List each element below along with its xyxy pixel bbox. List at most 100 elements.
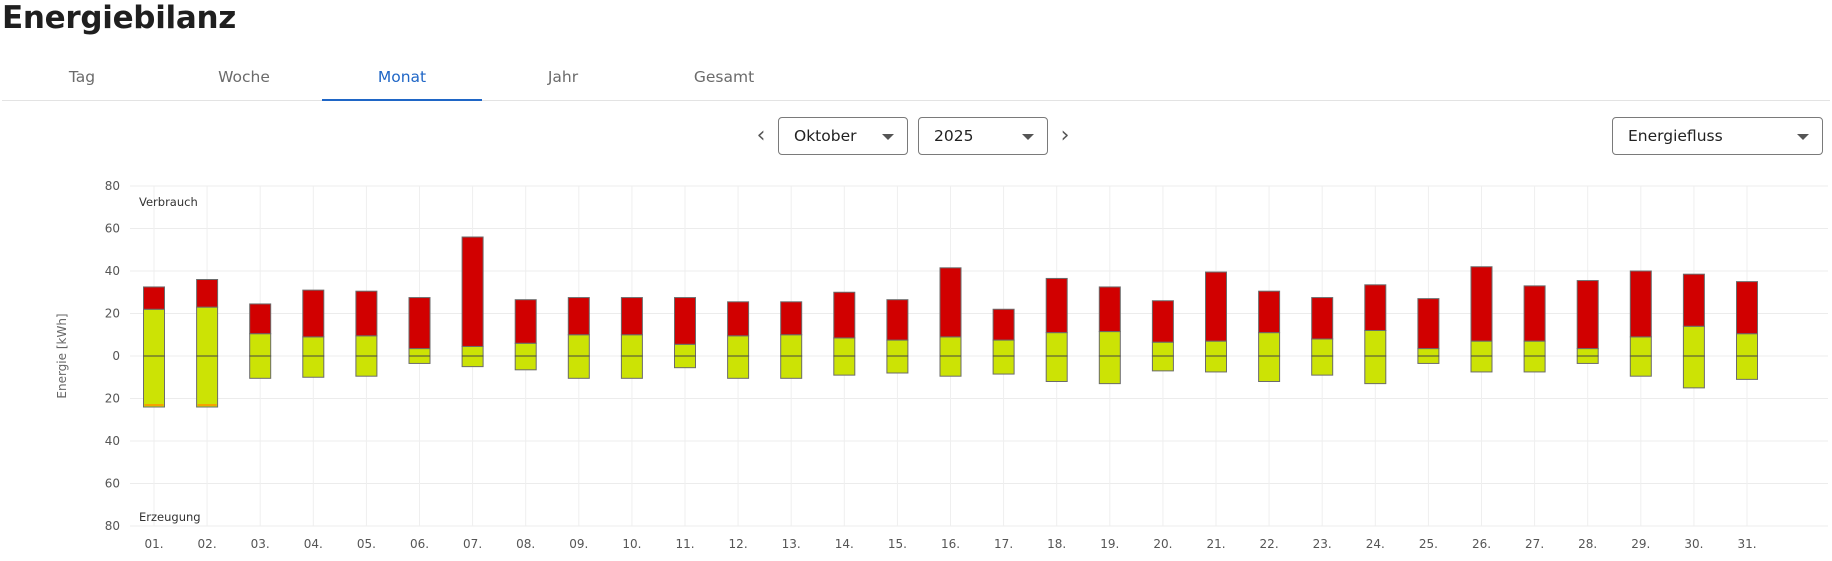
grid-consumption-bar <box>1576 280 1599 350</box>
generation-bar <box>1417 355 1440 364</box>
direct-consumption-bar <box>567 334 590 357</box>
generation-bar <box>143 355 165 408</box>
x-tick-label: 15. <box>888 537 907 551</box>
grid-consumption-bar <box>992 308 1015 341</box>
grid-consumption-bar <box>1258 290 1281 334</box>
direct-consumption-bar <box>1629 336 1652 357</box>
direct-consumption-bar <box>727 335 750 357</box>
direct-consumption-bar <box>1682 325 1705 357</box>
generation-bar <box>408 355 431 364</box>
x-tick-label: 14. <box>835 537 854 551</box>
tab-monat[interactable]: Monat <box>322 60 482 101</box>
generation-bar <box>1311 355 1334 376</box>
grid-consumption-bar <box>939 267 962 338</box>
tab-jahr[interactable]: Jahr <box>547 68 579 86</box>
year-select[interactable]: 2025 <box>918 117 1048 155</box>
direct-consumption-bar <box>1311 338 1334 357</box>
x-tick-label: 23. <box>1313 537 1332 551</box>
tab-gesamt[interactable]: Gesamt <box>693 68 755 86</box>
direct-consumption-bar <box>514 342 537 357</box>
direct-consumption-bar <box>1470 340 1493 357</box>
period-tabs: Tag Woche Monat Jahr Gesamt <box>2 60 1830 101</box>
generation-bar <box>1258 355 1281 382</box>
generation-bar <box>1098 355 1121 385</box>
y-tick-label: 20 <box>105 307 120 321</box>
x-tick-label: 24. <box>1366 537 1385 551</box>
x-tick-label: 20. <box>1153 537 1172 551</box>
generation-bar <box>355 355 378 377</box>
direct-consumption-bar <box>1205 340 1227 357</box>
grid-consumption-bar <box>727 301 750 337</box>
tab-woche[interactable]: Woche <box>218 68 270 86</box>
direct-consumption-bar <box>249 333 272 357</box>
direct-consumption-bar <box>1258 332 1281 357</box>
generation-bar <box>674 355 696 369</box>
direct-consumption-bar <box>143 308 165 357</box>
grid-consumption-bar <box>780 301 803 336</box>
generation-bar <box>196 355 219 408</box>
month-select-value: Oktober <box>794 127 857 145</box>
direct-consumption-bar <box>833 337 856 357</box>
generation-bar <box>302 355 325 378</box>
caret-down-icon <box>1022 134 1034 140</box>
grid-consumption-bar <box>833 291 856 339</box>
month-select[interactable]: Oktober <box>778 117 908 155</box>
generation-bar <box>727 355 750 379</box>
direct-consumption-bar <box>1098 331 1121 357</box>
direct-consumption-bar <box>408 348 431 357</box>
x-tick-label: 16. <box>941 537 960 551</box>
generation-bar <box>780 355 803 379</box>
generation-bar <box>514 355 537 371</box>
generation-bar <box>1576 355 1599 364</box>
x-tick-label: 27. <box>1525 537 1544 551</box>
direct-consumption-bar <box>302 336 325 357</box>
grid-consumption-bar <box>1311 297 1334 340</box>
x-tick-label: 12. <box>729 537 748 551</box>
grid-consumption-bar <box>674 297 696 345</box>
y-tick-label: 60 <box>105 477 120 491</box>
grid-consumption-bar <box>1151 300 1174 343</box>
direct-consumption-bar <box>196 306 219 357</box>
x-tick-label: 07. <box>463 537 482 551</box>
direct-consumption-bar <box>1576 348 1599 357</box>
x-tick-label: 04. <box>304 537 323 551</box>
direct-consumption-bar <box>780 334 803 357</box>
generation-bar <box>1736 355 1758 380</box>
y-axis-title: Energie [kWh] <box>55 313 69 398</box>
grid-consumption-bar <box>1523 285 1546 342</box>
generation-bar <box>620 355 643 379</box>
energy-chart: 80 60 40 20 0 20 40 60 80 01. 02. 03. 04. 05. 06. 07. 08… <box>55 179 1828 551</box>
view-select[interactable]: Energiefluss <box>1612 117 1823 155</box>
direct-consumption-bar <box>886 339 909 357</box>
generation-bar <box>249 355 272 379</box>
generation-bar <box>1205 355 1227 373</box>
generation-bar <box>992 355 1015 375</box>
grid-consumption-bar <box>461 236 484 347</box>
grid-consumption-bar <box>1045 277 1068 334</box>
direct-consumption-bar <box>355 335 378 357</box>
grid-consumption-bar <box>1682 273 1705 327</box>
tab-tag[interactable]: Tag <box>68 68 96 86</box>
direct-consumption-bar <box>1364 330 1387 357</box>
chevron-right-icon[interactable]: › <box>1060 123 1070 148</box>
direct-consumption-bar <box>1151 341 1174 357</box>
x-tick-label: 25. <box>1419 537 1438 551</box>
x-tick-label: 29. <box>1631 537 1650 551</box>
generation-bar <box>886 355 909 374</box>
grid-consumption-bar <box>143 286 165 310</box>
grid-consumption-bar <box>620 297 643 336</box>
grid-consumption-bar <box>408 297 431 350</box>
y-tick-label: 60 <box>105 222 120 236</box>
chevron-left-icon[interactable]: ‹ <box>756 123 766 148</box>
grid-consumption-bar <box>1629 270 1652 338</box>
x-tick-label: 18. <box>1047 537 1066 551</box>
x-tick-label: 30. <box>1684 537 1703 551</box>
x-tick-label: 09. <box>569 537 588 551</box>
direct-consumption-bar <box>1523 340 1546 357</box>
grid-consumption-bar <box>1417 298 1440 350</box>
page-title: Energiebilanz <box>2 0 236 36</box>
battery-bar <box>144 404 164 406</box>
x-tick-label: 03. <box>251 537 270 551</box>
grid-consumption-bar <box>567 297 590 336</box>
direct-consumption-bar <box>1736 333 1758 357</box>
